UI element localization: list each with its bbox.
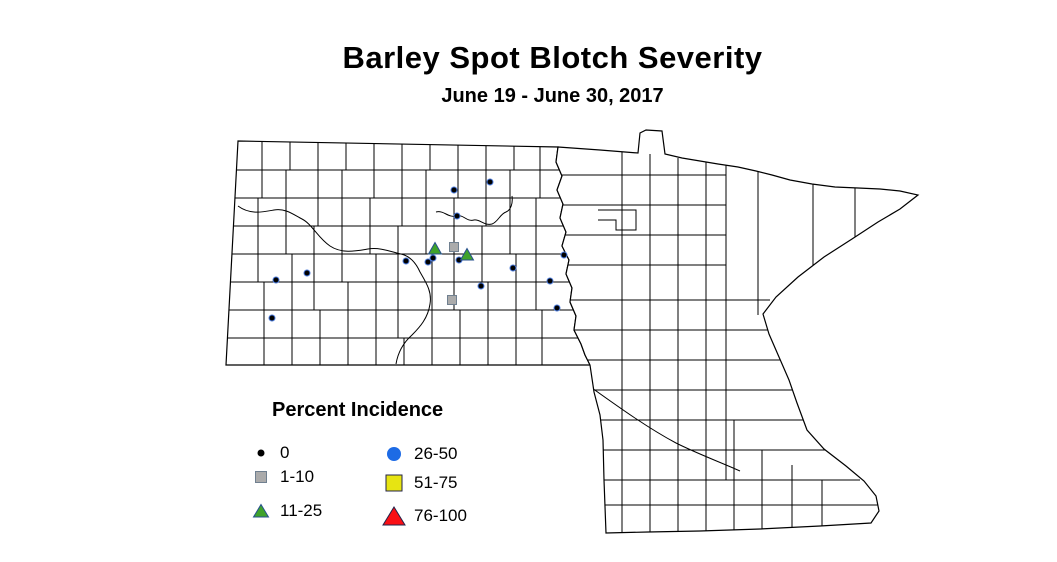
map-marker [450,186,458,194]
marker-layer [268,178,568,322]
page-title: Barley Spot Blotch Severity [342,40,763,75]
legend-column-right: 26-50 51-75 76-100 [378,439,467,530]
map-marker [427,241,443,255]
page-subtitle: June 19 - June 30, 2017 [441,85,664,107]
map-marker [272,276,280,284]
legend-label: 26-50 [414,443,458,463]
minnesota-state [555,129,920,534]
north-dakota-outline [225,140,591,366]
map-marker [424,258,432,266]
yellow-square-marker-icon [378,472,410,494]
map-marker [560,251,568,259]
legend-label: 51-75 [414,472,458,492]
map-marker [402,257,410,265]
legend-item-11-25: 11-25 [244,498,322,524]
map-marker [449,242,459,252]
legend-title: Percent Incidence [272,399,444,421]
map-marker [303,269,311,277]
legend-item-26-50: 26-50 [378,439,467,468]
legend-item-0: 0 [244,441,322,465]
blue-circle-marker-icon [378,443,410,465]
missouri-river-line [237,205,431,365]
legend-item-51-75: 51-75 [378,468,467,497]
legend-label: 76-100 [414,505,467,525]
map-marker [477,282,485,290]
map-marker [546,277,554,285]
legend-label: 11-25 [280,501,323,520]
minnesota-river-line [591,387,741,472]
legend-label: 0 [280,443,290,462]
minnesota-outline [555,129,920,534]
map-marker [453,212,461,220]
legend-item-1-10: 1-10 [244,465,322,489]
legend-label: 1-10 [280,467,315,486]
gray-square-marker-icon [244,467,276,487]
map-marker [447,295,457,305]
red-triangle-marker-icon [378,504,410,528]
dot-marker-icon [244,443,276,463]
header: Barley Spot Blotch Severity June 19 - Ju… [0,40,1057,108]
map-marker [509,264,517,272]
map-marker [486,178,494,186]
minnesota-county-lines [556,152,878,533]
map-marker [429,254,437,262]
north-dakota-state [225,140,591,366]
green-triangle-marker-icon [244,501,276,521]
legend-item-76-100: 76-100 [378,501,467,530]
legend-column-left: 0 1-10 11-25 [244,441,322,524]
red-lake-notch-line [598,209,637,231]
map-marker [553,304,561,312]
map-marker [459,247,475,261]
map-marker [268,314,276,322]
